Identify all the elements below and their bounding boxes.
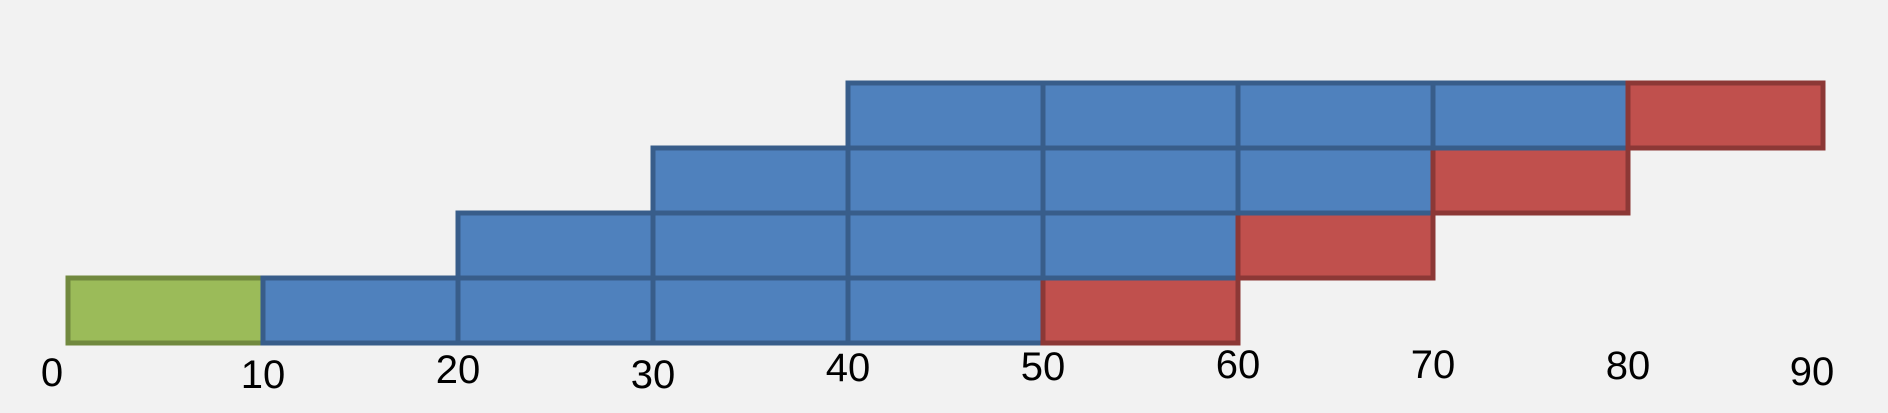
row-4-segment-4-blue: [1430, 80, 1631, 151]
row-3-segment-5-red: [1430, 145, 1631, 216]
row-2-segment-5-red: [1235, 210, 1436, 281]
row-1-segment-3-blue: [455, 275, 656, 346]
x-tick-label-10: 10: [240, 353, 286, 397]
x-tick-label-0: 0: [40, 351, 64, 395]
row-1-segment-5-blue: [845, 275, 1046, 346]
row-4-segment-2-blue: [1040, 80, 1241, 151]
row-3-segment-2-blue: [845, 145, 1046, 216]
row-1-segment-2-blue: [260, 275, 461, 346]
row-2-segment-2-blue: [650, 210, 851, 281]
x-tick-label-80: 80: [1605, 344, 1651, 388]
x-tick-label-70: 70: [1410, 343, 1456, 387]
row-4-segment-1-blue: [845, 80, 1046, 151]
row-4-segment-3-blue: [1235, 80, 1436, 151]
row-4-segment-5-red: [1625, 80, 1826, 151]
row-3-segment-3-blue: [1040, 145, 1241, 216]
row-2-segment-4-blue: [1040, 210, 1241, 281]
x-tick-label-20: 20: [435, 348, 481, 392]
row-3-segment-1-blue: [650, 145, 851, 216]
row-3-segment-4-blue: [1235, 145, 1436, 216]
x-tick-label-60: 60: [1215, 343, 1261, 387]
row-1-segment-1-green: [65, 275, 266, 346]
x-tick-label-30: 30: [630, 353, 676, 397]
row-1-segment-6-red: [1040, 275, 1241, 346]
row-2-segment-3-blue: [845, 210, 1046, 281]
x-tick-label-50: 50: [1020, 345, 1066, 389]
x-tick-label-90: 90: [1789, 350, 1835, 394]
row-1-segment-4-blue: [650, 275, 851, 346]
row-2-segment-1-blue: [455, 210, 656, 281]
x-tick-label-40: 40: [825, 346, 871, 390]
